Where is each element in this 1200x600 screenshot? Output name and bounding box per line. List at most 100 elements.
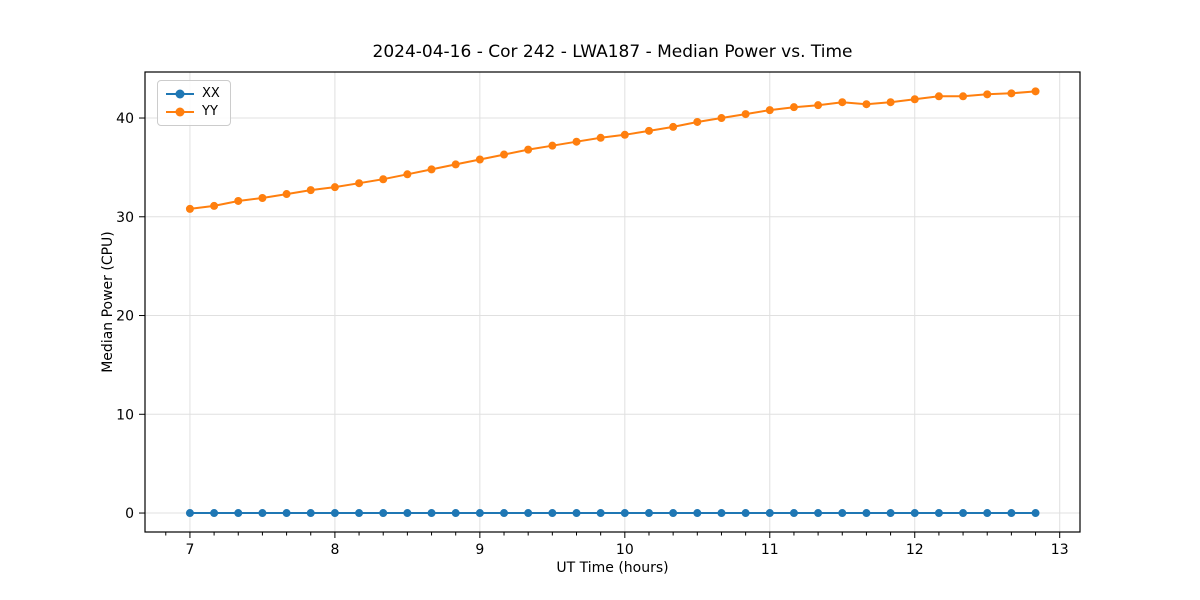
data-point	[765, 106, 774, 115]
data-point	[548, 509, 557, 518]
data-point	[910, 509, 919, 518]
x-tick-label: 11	[761, 542, 779, 558]
legend-line-marker-icon	[166, 107, 194, 117]
x-tick-label: 12	[906, 542, 924, 558]
x-tick-label: 13	[1051, 542, 1069, 558]
data-point	[1007, 89, 1016, 98]
data-point	[620, 509, 629, 518]
x-axis: 7 8 9 10 11 12 13	[165, 532, 1069, 558]
data-point	[644, 509, 653, 518]
plot-border	[144, 71, 1081, 533]
data-point	[306, 186, 315, 195]
y-tick-label: 40	[116, 111, 134, 127]
legend-label-yy: YY	[202, 104, 218, 119]
y-axis-label: Median Power (CPU)	[100, 231, 116, 373]
data-point	[258, 194, 267, 203]
data-point	[1007, 509, 1016, 518]
data-point	[282, 509, 291, 518]
chart-title: 2024-04-16 - Cor 242 - LWA187 - Median P…	[372, 42, 853, 62]
data-point	[451, 509, 460, 518]
data-point	[838, 509, 847, 518]
data-point	[475, 155, 484, 164]
data-point	[741, 110, 750, 119]
grid-lines	[145, 72, 1080, 532]
legend-line-marker-icon	[166, 89, 194, 99]
data-point	[330, 183, 339, 192]
data-point	[814, 101, 823, 110]
series-YY	[185, 87, 1040, 213]
series-line	[189, 90, 1036, 210]
data-point	[983, 509, 992, 518]
data-point	[524, 145, 533, 154]
x-tick-label: 7	[185, 542, 194, 558]
data-point	[910, 95, 919, 104]
data-point	[789, 103, 798, 112]
y-tick-label: 0	[125, 506, 134, 522]
legend-item-xx: XX	[166, 87, 220, 101]
data-point	[451, 160, 460, 169]
data-point	[644, 126, 653, 135]
data-point	[934, 509, 943, 518]
legend: XX YY	[157, 80, 231, 126]
y-axis: 0 10 20 30 40	[116, 111, 145, 522]
data-point	[500, 150, 509, 159]
data-point	[210, 201, 219, 210]
data-point	[234, 509, 243, 518]
data-point	[185, 509, 194, 518]
data-point	[596, 133, 605, 142]
data-point	[234, 196, 243, 205]
data-point	[717, 509, 726, 518]
data-point	[620, 130, 629, 139]
data-point	[983, 90, 992, 99]
data-point	[572, 509, 581, 518]
x-tick-label: 10	[616, 542, 634, 558]
data-point	[717, 114, 726, 123]
data-point	[475, 509, 484, 518]
y-tick-label: 20	[116, 309, 134, 325]
x-tick-label: 9	[475, 542, 484, 558]
data-point	[886, 98, 895, 107]
x-tick-label: 8	[330, 542, 339, 558]
data-point	[765, 509, 774, 518]
y-tick-label: 30	[116, 210, 134, 226]
data-point	[814, 509, 823, 518]
data-point	[427, 165, 436, 174]
data-point	[210, 509, 219, 518]
data-point	[355, 509, 364, 518]
data-point	[886, 509, 895, 518]
data-point	[258, 509, 267, 518]
data-point	[959, 509, 968, 518]
data-point	[669, 509, 678, 518]
data-point	[500, 509, 509, 518]
y-tick-label: 10	[116, 407, 134, 423]
data-point	[572, 137, 581, 146]
series-XX	[185, 509, 1040, 518]
data-point	[379, 509, 388, 518]
data-point	[693, 509, 702, 518]
data-point	[403, 509, 412, 518]
data-point	[379, 175, 388, 184]
data-point	[427, 509, 436, 518]
data-point	[693, 117, 702, 126]
data-point	[596, 509, 605, 518]
legend-label-xx: XX	[202, 86, 220, 101]
data-point	[524, 509, 533, 518]
data-point	[282, 190, 291, 199]
x-axis-label: UT Time (hours)	[556, 560, 669, 576]
data-point	[741, 509, 750, 518]
data-point	[306, 509, 315, 518]
data-point	[934, 92, 943, 101]
data-point	[185, 204, 194, 213]
data-point	[548, 141, 557, 150]
data-point	[403, 170, 412, 179]
data-point	[838, 98, 847, 107]
legend-item-yy: YY	[166, 105, 220, 119]
data-point	[862, 509, 871, 518]
data-point	[789, 509, 798, 518]
data-point	[669, 122, 678, 131]
data-point	[330, 509, 339, 518]
data-point	[1031, 87, 1040, 96]
data-point	[355, 179, 364, 188]
